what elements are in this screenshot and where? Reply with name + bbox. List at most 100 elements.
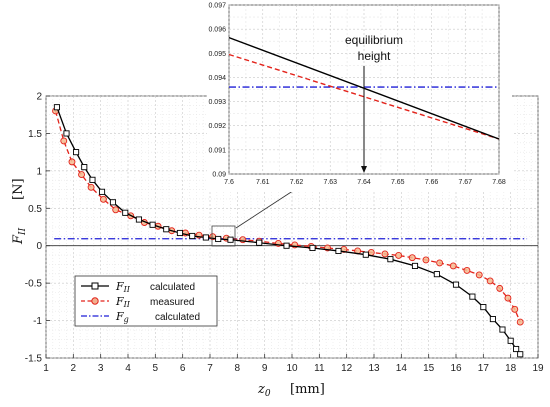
y-tick-label: -0.5 — [25, 279, 43, 290]
inset-y-tick-label: 0.09 — [212, 172, 226, 179]
inset-grid — [228, 4, 500, 175]
y-axis-subscript: II — [18, 227, 28, 236]
legend-1-label: calculated — [150, 282, 195, 293]
inset-x-tick-label: 7.68 — [492, 179, 506, 186]
y-tick-label: -1 — [33, 316, 42, 327]
annotation-line-2: height — [358, 49, 391, 63]
calculated-point — [163, 226, 170, 233]
inset-x-tick-label: 7.65 — [391, 179, 405, 186]
inset-plot: 7.6 7.61 7.62 7.63 7.64 7.65 7.66 7.67 7.68 0.09… — [207, 0, 512, 192]
x-tick-label: 3 — [98, 363, 104, 374]
measured-point — [78, 171, 85, 179]
annotation-line-1: equilibrium — [345, 33, 403, 47]
calculated-point — [452, 281, 460, 288]
x-tick-label: 1 — [43, 363, 49, 374]
x-tick-label: 12 — [341, 363, 353, 374]
legend-entry-3: Fg calculated — [81, 310, 200, 324]
measured-point — [60, 137, 68, 145]
y-tick-label: -1.5 — [25, 354, 43, 365]
legend-3-symbol: F — [115, 310, 124, 323]
calculated-point — [256, 239, 263, 246]
legend-entry-1: FII calculated — [81, 280, 195, 294]
calculated-point — [202, 234, 209, 241]
measured-point — [496, 284, 504, 292]
inset-x-tick-label: 7.6 — [224, 179, 234, 186]
inset-y-tick-label: 0.097 — [208, 3, 226, 10]
x-axis-label: z0 — [257, 382, 271, 399]
x-tick-label: 8 — [235, 363, 241, 374]
calculated-point — [73, 149, 80, 156]
calculated-point — [89, 176, 96, 183]
calculated-point — [480, 304, 487, 311]
y-axis-unit: [N] — [11, 178, 26, 200]
main-series — [52, 104, 528, 358]
x-tick-label: 16 — [450, 363, 462, 374]
calculated-point — [499, 326, 506, 333]
inset-y-tick-label: 0.094 — [208, 75, 226, 82]
inset-x-tick-labels: 7.6 7.61 7.62 7.63 7.64 7.65 7.66 7.67 7.68 — [224, 179, 506, 186]
measured-point — [475, 271, 483, 279]
calculated-point — [469, 293, 476, 300]
measured-point — [463, 266, 471, 274]
calculated-point — [53, 104, 60, 111]
x-tick-label: 10 — [286, 363, 298, 374]
legend-entry-2: FII measured — [81, 295, 194, 309]
legend-2-subscript: II — [123, 300, 131, 309]
legend-3-label: calculated — [155, 312, 200, 323]
x-tick-label: 6 — [180, 363, 186, 374]
inset-y-tick-label: 0.092 — [208, 123, 226, 130]
legend-box — [74, 275, 218, 327]
measured-point — [511, 305, 519, 313]
x-tick-label: 5 — [153, 363, 159, 374]
calculated-point — [135, 216, 142, 223]
measured-point — [367, 249, 375, 256]
x-tick-label: 13 — [368, 363, 380, 374]
measured-point — [68, 158, 76, 166]
y-axis-label: FII — [11, 227, 28, 245]
x-axis-symbol: z — [257, 382, 265, 397]
y-tick-label: 1.5 — [28, 129, 42, 140]
inset-x-tick-label: 7.67 — [458, 179, 472, 186]
measured-point — [436, 259, 444, 267]
measured-point — [99, 195, 107, 203]
svg-text:Fg: Fg — [115, 310, 129, 324]
y-tick-label: 0.5 — [28, 204, 42, 215]
calculated-point — [335, 247, 342, 255]
legend-1-subscript: II — [123, 285, 131, 294]
y-tick-labels: -1.5 -1 -0.5 0 0.5 1 1.5 2 — [25, 92, 50, 365]
calculated-point — [309, 244, 316, 252]
measured-point — [408, 254, 416, 262]
inset-y-tick-label: 0.096 — [208, 27, 226, 34]
svg-text:FII: FII — [115, 295, 131, 309]
y-tick-label: 2 — [36, 92, 42, 103]
svg-text:FII: FII — [115, 280, 131, 294]
measured-point — [422, 256, 430, 264]
y-tick-label: 1 — [36, 166, 42, 177]
inset-x-tick-label: 7.63 — [323, 179, 337, 186]
inset-x-tick-label: 7.66 — [425, 179, 439, 186]
inset-series-line-1 — [228, 53, 500, 140]
x-tick-label: 19 — [532, 363, 544, 374]
legend-marker-circle — [91, 297, 99, 305]
inset-y-tick-label: 0.095 — [208, 51, 226, 58]
calculated-point — [283, 242, 290, 249]
inset-x-tick-label: 7.62 — [290, 179, 304, 186]
measured-point — [87, 183, 95, 191]
zoom-region-box — [211, 225, 236, 247]
legend-2-label: measured — [150, 297, 194, 308]
calculated-point — [411, 262, 419, 269]
legend: FII calculated FII measured Fg calculate… — [74, 275, 218, 327]
calculated-point — [98, 188, 106, 195]
x-tick-label: 4 — [125, 363, 131, 374]
x-axis-unit: [mm] — [290, 382, 325, 397]
inset-y-tick-label: 0.093 — [208, 99, 226, 106]
calculated-point — [109, 199, 117, 206]
measured-point — [516, 318, 524, 326]
x-tick-label: 9 — [262, 363, 268, 374]
equilibrium-arrow-head — [361, 166, 367, 173]
measured-point — [112, 206, 120, 214]
x-tick-label: 18 — [505, 363, 517, 374]
calculated-point — [387, 256, 394, 263]
x-axis-subscript: 0 — [265, 389, 271, 399]
calculated-point — [122, 209, 129, 216]
